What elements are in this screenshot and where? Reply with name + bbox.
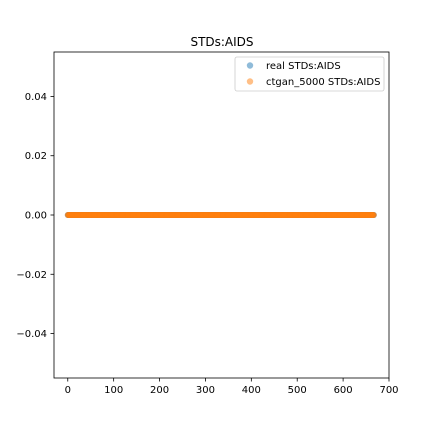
legend-marker-ctgan [246, 78, 254, 85]
x-tick-label: 100 [104, 385, 123, 396]
x-tick-label: 600 [334, 385, 353, 396]
y-axis: −0.04 −0.02 0.00 0.02 0.04 [16, 92, 54, 340]
x-tick-label: 300 [196, 385, 215, 396]
x-tick-label: 500 [288, 385, 307, 396]
series-1 [64, 212, 377, 218]
y-tick-label: 0.04 [25, 92, 47, 103]
legend-label-real: real STDs:AIDS [266, 61, 341, 72]
x-tick-label: 700 [379, 385, 398, 396]
legend-box [234, 56, 385, 92]
legend-marker-real [246, 62, 254, 69]
y-tick-label: 0.00 [25, 211, 47, 222]
chart-title: STDs:AIDS [190, 35, 253, 49]
legend-label-ctgan: ctgan_5000 STDs:AIDS [266, 77, 380, 88]
y-tick-label: 0.02 [25, 151, 47, 162]
y-tick-label: −0.04 [16, 329, 47, 340]
x-tick-label: 400 [242, 385, 261, 396]
x-axis: 0 100 200 300 400 500 600 700 [65, 378, 399, 396]
series-layer [64, 212, 377, 218]
data-point [370, 212, 377, 218]
x-tick-label: 0 [65, 385, 71, 396]
y-tick-label: −0.02 [16, 270, 47, 281]
legend: real STDs:AIDS ctgan_5000 STDs:AIDS [234, 56, 385, 92]
x-tick-label: 200 [150, 385, 169, 396]
